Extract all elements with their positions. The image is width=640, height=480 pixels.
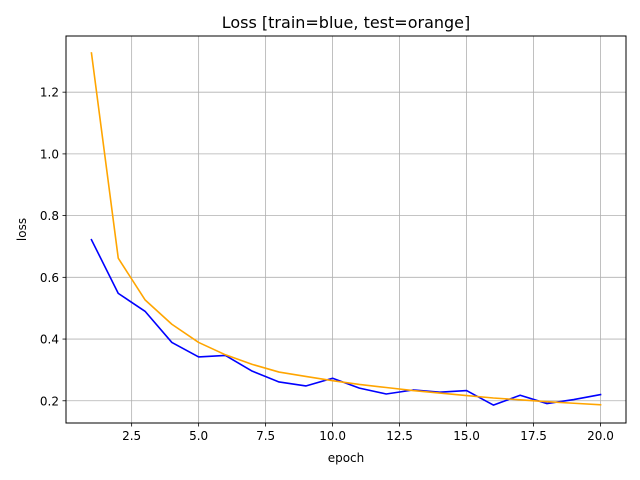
x-tick-label: 2.5 — [122, 429, 141, 443]
x-tick-label: 15.0 — [453, 429, 480, 443]
x-tick-label: 5.0 — [189, 429, 208, 443]
x-axis-ticks: 2.5 5.0 7.5 10.0 12.5 15.0 17.5 20.0 — [122, 423, 614, 443]
y-tick-label: 0.4 — [40, 333, 59, 347]
axes-frame — [65, 35, 627, 424]
x-tick-label: 20.0 — [587, 429, 614, 443]
y-tick-label: 0.6 — [40, 271, 59, 285]
series-line-orange — [90, 52, 602, 406]
y-tick-label: 1.2 — [40, 86, 59, 100]
y-tick-label: 0.2 — [40, 394, 59, 408]
y-tick-label: 0.8 — [40, 209, 59, 223]
series-lines — [90, 52, 602, 406]
x-axis-label: epoch — [328, 451, 365, 465]
y-tick-label: 1.0 — [40, 147, 59, 161]
x-tick-label: 10.0 — [319, 429, 346, 443]
x-tick-label: 17.5 — [520, 429, 547, 443]
x-tick-label: 12.5 — [386, 429, 413, 443]
chart-title: Loss [train=blue, test=orange] — [222, 13, 471, 32]
x-tick-label: 7.5 — [256, 429, 275, 443]
y-axis-ticks: 0.2 0.4 0.6 0.8 1.0 1.2 — [40, 86, 66, 408]
grid-lines — [66, 36, 626, 423]
y-axis-label: loss — [15, 218, 29, 241]
